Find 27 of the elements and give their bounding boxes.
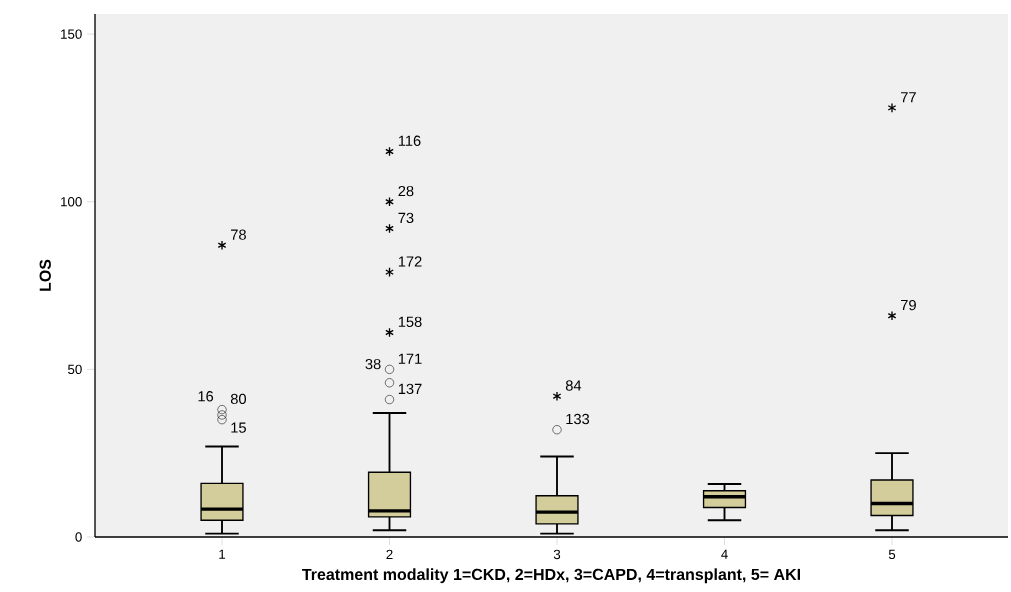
y-tick-label: 0 [75,532,82,542]
annotation: 133 [566,413,590,425]
annotation: 77 [901,92,916,103]
annotation: 79 [901,299,916,311]
annotation: 28 [398,185,414,197]
annotation: 137 [398,383,422,395]
x-tick-label: 5 [888,549,896,559]
annotation: 158 [398,316,422,328]
annotation: 84 [565,380,582,391]
x-tick-label: 1 [219,549,226,559]
annotation: 116 [398,135,421,146]
annotation: 78 [231,229,246,240]
annotation: 73 [398,212,414,224]
annotation: 80 [230,393,246,405]
x-tick-label: 4 [721,549,728,559]
y-tick-label: 100 [61,197,82,207]
annotation: 172 [398,256,422,267]
annotation: 16 [198,391,214,402]
x-tick-label: 3 [553,549,561,560]
y-axis-title: LOS [39,259,51,291]
y-tick-label: 150 [61,29,82,39]
x-tick-label: 2 [386,549,393,560]
annotation: 171 [398,353,422,364]
annotation: 15 [231,422,246,433]
x-axis-title: Treatment modality 1=CKD, 2=HDx, 3=CAPD, 4=transplant, 5= AKI [302,568,801,584]
annotation: 38 [365,358,381,370]
y-tick-label: 50 [68,364,82,375]
